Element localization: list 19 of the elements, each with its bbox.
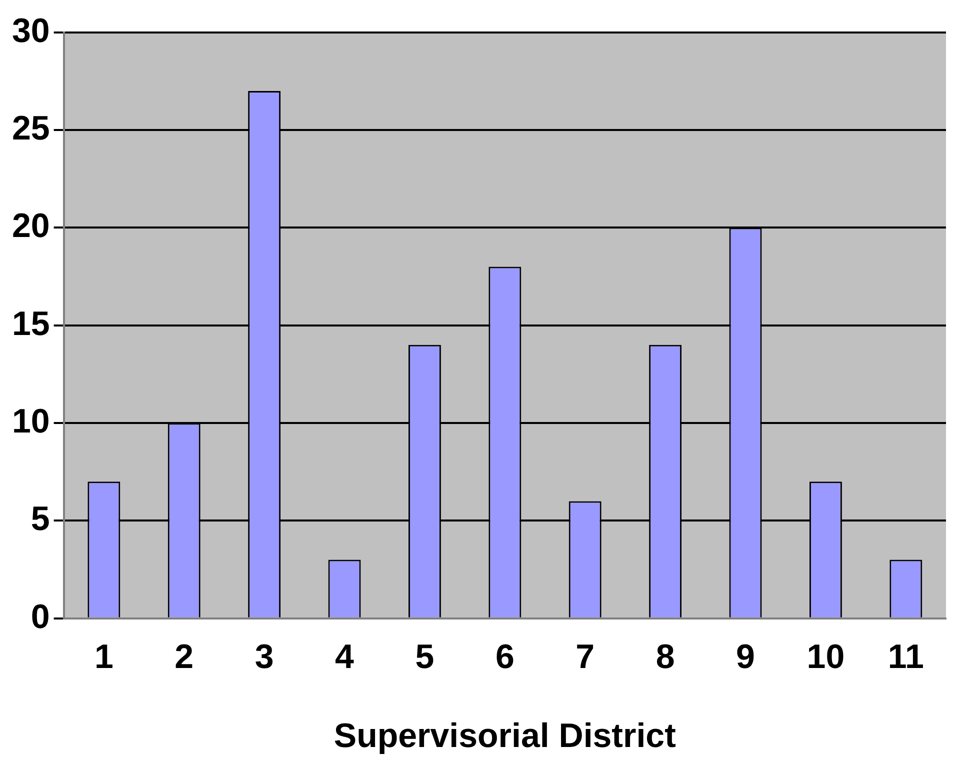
y-tick-label: 10 [12, 402, 50, 440]
y-tick-label: 15 [12, 304, 50, 343]
x-tick-label: 7 [576, 638, 595, 676]
y-tick-label: 5 [30, 500, 50, 538]
y-tick-label: 20 [12, 207, 50, 246]
x-tick-label: 8 [656, 638, 675, 676]
x-tick-label: 3 [254, 638, 274, 676]
x-tick-label: 9 [736, 638, 755, 676]
y-tick-label: 25 [12, 109, 50, 148]
x-tick-label: 1 [94, 638, 114, 676]
x-tick-label: 6 [495, 638, 514, 676]
y-tick-label: 30 [12, 12, 50, 50]
x-tick-label: 10 [806, 638, 845, 676]
x-tick-label: 4 [335, 638, 354, 676]
x-tick-label: 11 [888, 638, 924, 676]
x-tick-label: 2 [174, 638, 194, 676]
y-tick-label: 0 [30, 598, 50, 636]
x-axis-title: Supervisorial District [334, 716, 676, 755]
x-tick-label: 5 [415, 638, 434, 676]
